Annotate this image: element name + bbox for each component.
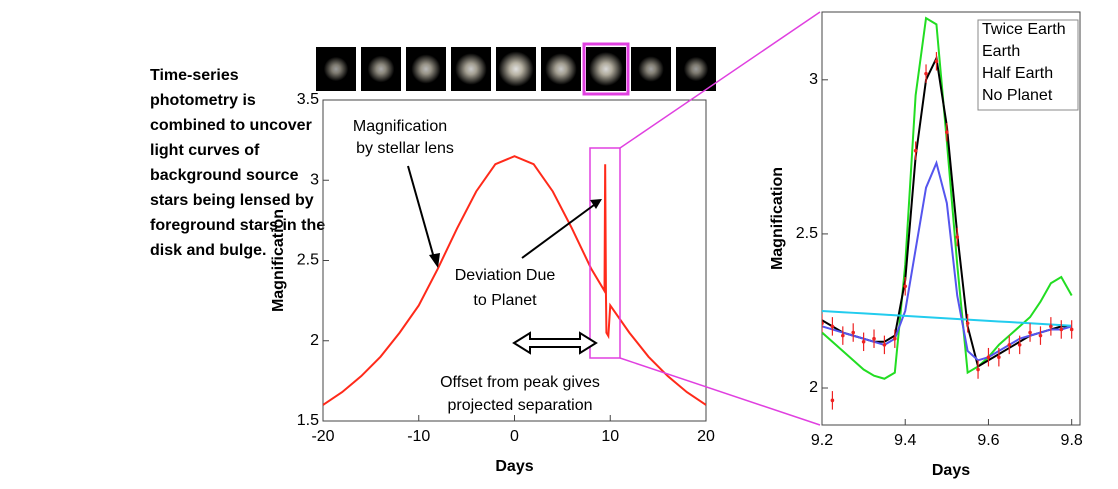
y-axis-label: Magnification <box>769 167 786 270</box>
data-point <box>1039 334 1043 338</box>
y-tick-label: 1.5 <box>297 412 319 429</box>
data-point <box>976 368 980 372</box>
x-tick-label: 10 <box>601 428 619 445</box>
data-point <box>966 321 970 325</box>
figure: Time-series photometry is combined to un… <box>0 0 1118 484</box>
y-tick-label: 3 <box>809 71 818 88</box>
legend-label: Earth <box>982 43 1020 60</box>
series-line <box>822 311 1072 326</box>
data-point <box>1028 331 1032 335</box>
data-point <box>893 337 897 341</box>
desc-line: combined to uncover <box>150 117 312 134</box>
star-glow <box>324 57 348 81</box>
data-point <box>903 285 907 289</box>
data-point <box>1018 343 1022 347</box>
legend-label: Half Earth <box>982 65 1053 82</box>
x-tick-label: 0 <box>510 428 519 445</box>
x-axis-label: Days <box>932 462 970 479</box>
data-point <box>935 60 939 64</box>
y-tick-label: 2 <box>310 332 319 349</box>
y-tick-label: 2.5 <box>297 252 319 269</box>
star-glow <box>411 54 440 83</box>
data-point <box>924 72 928 76</box>
data-point <box>945 130 949 134</box>
data-point <box>914 149 918 153</box>
data-point <box>1059 328 1063 332</box>
arrow <box>408 166 434 258</box>
star-glow <box>684 57 708 81</box>
y-tick-label: 3.5 <box>297 91 319 108</box>
x-tick-label: -20 <box>311 428 334 445</box>
data-point <box>987 355 991 359</box>
y-tick-label: 2 <box>809 379 818 396</box>
x-axis-label: Days <box>495 458 533 475</box>
zoom-line <box>620 358 820 425</box>
data-point <box>997 355 1001 359</box>
y-axis-label: Magnification <box>270 209 287 312</box>
star-glow <box>368 56 395 83</box>
desc-line: foreground stars in the <box>150 217 325 234</box>
data-point <box>851 331 855 335</box>
annotation: Deviation Due <box>455 267 556 284</box>
data-point <box>841 334 845 338</box>
x-tick-label: -10 <box>407 428 430 445</box>
image-strip <box>316 47 716 91</box>
data-point <box>820 321 824 325</box>
desc-line: background source <box>150 167 299 184</box>
annotation: to Planet <box>473 292 537 309</box>
x-tick-label: 9.8 <box>1061 432 1083 449</box>
legend-label: No Planet <box>982 87 1053 104</box>
star-glow <box>498 51 533 86</box>
annotation: Offset from peak gives <box>440 374 600 391</box>
x-tick-label: 20 <box>697 428 715 445</box>
data-point <box>831 399 835 403</box>
y-tick-label: 3 <box>310 171 319 188</box>
annotation: by stellar lens <box>356 140 454 157</box>
desc-line: stars being lensed by <box>150 192 314 209</box>
desc-line: disk and bulge. <box>150 242 266 259</box>
legend-label: Twice Earth <box>982 21 1066 38</box>
double-arrow <box>514 333 596 353</box>
data-point <box>1007 343 1011 347</box>
star-glow <box>455 53 487 85</box>
data-point <box>872 337 876 341</box>
data-point <box>1049 325 1053 329</box>
y-tick-label: 2.5 <box>796 225 818 242</box>
x-tick-label: 9.2 <box>811 432 833 449</box>
data-point <box>1070 328 1074 332</box>
data-point <box>831 325 835 329</box>
x-tick-label: 9.4 <box>894 432 916 449</box>
data-point <box>883 343 887 347</box>
data-point <box>955 235 959 239</box>
annotation: Magnification <box>353 118 447 135</box>
star-glow <box>589 52 623 86</box>
star-glow <box>545 53 577 85</box>
x-tick-label: 9.6 <box>977 432 999 449</box>
data-point <box>862 340 866 344</box>
star-glow <box>638 56 664 82</box>
desc-line: Time-series <box>150 67 239 84</box>
desc-line: photometry is <box>150 92 256 109</box>
annotations: Magnification by stellar lens Deviation … <box>353 118 602 414</box>
series-line <box>822 163 1072 360</box>
annotation: projected separation <box>448 397 593 414</box>
chart-right: 9.2 9.4 9.6 9.8 2 2.5 3 Days Magnification Twice … <box>769 12 1083 479</box>
desc-line: light curves of <box>150 142 260 159</box>
